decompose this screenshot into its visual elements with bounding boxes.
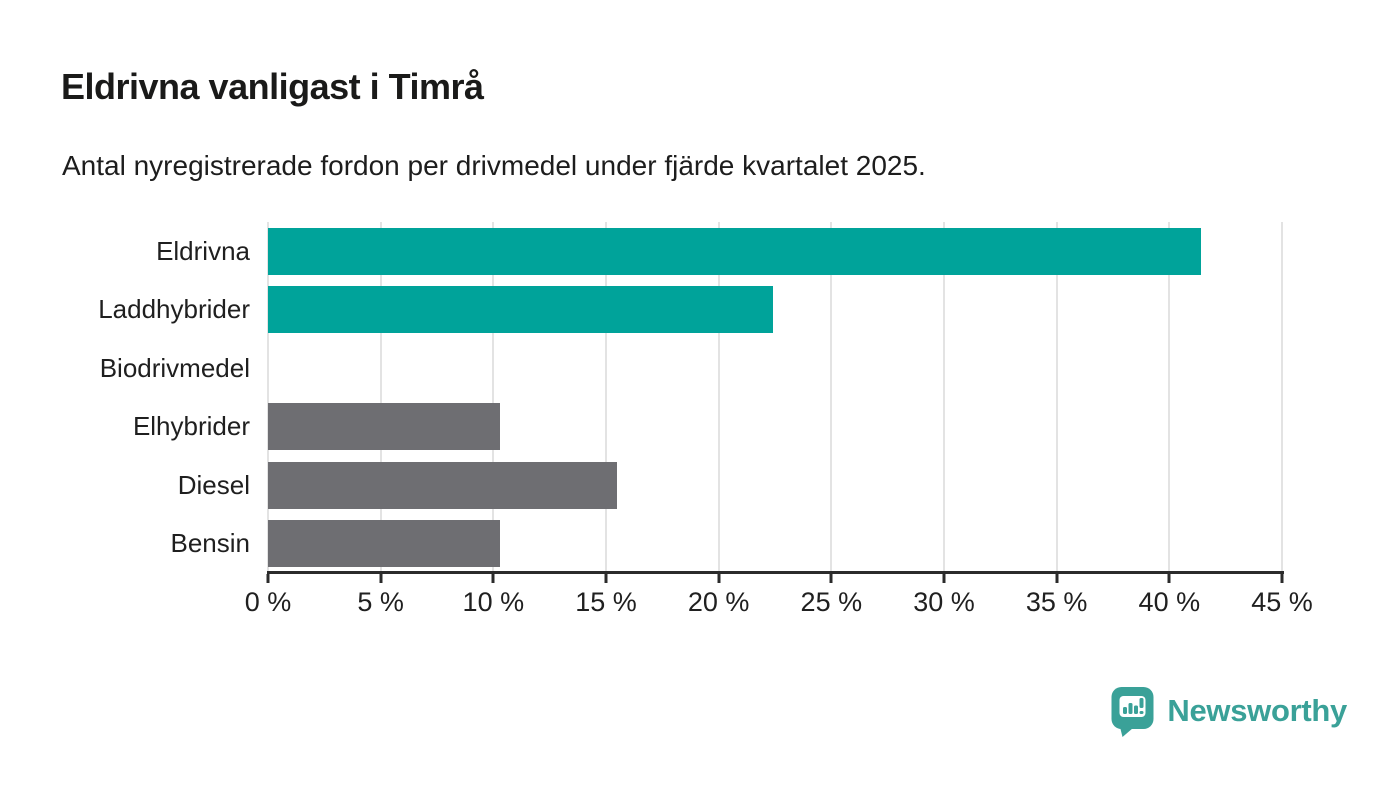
newsworthy-logo-text: Newsworthy	[1167, 693, 1347, 728]
category-label: Bensin	[170, 528, 251, 559]
chart-subtitle: Antal nyregistrerade fordon per drivmede…	[62, 150, 926, 181]
x-tick-label: 10 %	[462, 587, 525, 617]
bar-row	[268, 339, 1282, 398]
x-tick-label: 25 %	[800, 587, 863, 617]
bar-eldrivna	[268, 227, 1201, 275]
chart-title: Eldrivna vanligast i Timrå	[61, 66, 484, 107]
gridline	[267, 222, 269, 573]
gridline	[492, 222, 495, 573]
x-tick-label: 30 %	[913, 587, 975, 617]
gridline	[379, 222, 382, 573]
bar-row	[268, 398, 1282, 457]
category-label: Laddhybrider	[98, 294, 250, 325]
gridline	[717, 222, 720, 573]
x-axis-tick	[1055, 574, 1059, 583]
x-axis-tick	[942, 574, 946, 583]
x-tick-label: 0 %	[244, 587, 292, 617]
gridline	[1281, 222, 1283, 573]
gridline	[605, 222, 607, 573]
x-tick-label: 15 %	[575, 587, 637, 617]
x-tick-label: 45 %	[1251, 587, 1313, 617]
category-label: Elhybrider	[132, 411, 250, 442]
bar-row	[268, 222, 1282, 281]
x-axis-tick	[1167, 574, 1171, 583]
bar-laddhybrider	[268, 286, 773, 334]
x-tick-label: 35 %	[1025, 587, 1088, 617]
bar-diesel	[268, 461, 618, 509]
x-tick-label: 40 %	[1138, 587, 1201, 617]
category-label: Biodrivmedel	[99, 352, 250, 383]
y-axis-labels: Eldrivna Laddhybrider Biodrivmedel Elhybrid…	[0, 222, 250, 573]
x-tick-label: 5 %	[357, 587, 404, 617]
bar-elhybrider	[268, 403, 501, 451]
bar-bensin	[268, 520, 501, 568]
bar-row	[268, 515, 1282, 574]
x-axis-tick	[829, 574, 833, 583]
plot-area	[267, 222, 1283, 573]
newsworthy-logo: Newsworthy	[1109, 685, 1347, 737]
x-axis-tick	[379, 574, 383, 583]
bar-row	[268, 281, 1282, 340]
gridline	[943, 222, 945, 573]
gridline	[1055, 222, 1058, 573]
x-axis-line	[267, 571, 1284, 574]
category-label: Eldrivna	[156, 235, 250, 266]
x-tick-label: 20 %	[687, 587, 750, 617]
category-label: Diesel	[177, 469, 250, 500]
x-axis-tick	[491, 574, 495, 583]
x-axis-tick	[1280, 574, 1284, 583]
bars-layer	[268, 222, 1282, 573]
x-axis-ticks: 0 % 5 % 10 % 15 % 20 % 25 % 30 % 35 % 40 % 45 %	[245, 574, 1313, 624]
bar-row	[268, 456, 1282, 515]
newsworthy-logo-icon	[1111, 687, 1154, 737]
gridline	[830, 222, 833, 573]
x-axis-tick	[266, 574, 270, 583]
x-axis-tick	[604, 574, 608, 583]
x-axis-tick	[717, 574, 721, 583]
gridline	[1168, 222, 1171, 573]
